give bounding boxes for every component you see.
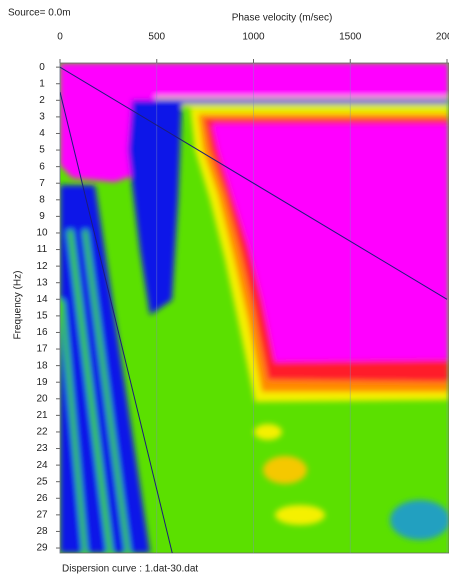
y-tick-label: 12 [36, 261, 48, 272]
y-axis-title: Frequency (Hz) [13, 271, 24, 340]
y-tick-label: 19 [36, 377, 48, 388]
y-tick-label: 4 [39, 128, 45, 139]
y-tick-label: 20 [36, 393, 48, 404]
y-tick-label: 9 [39, 211, 45, 222]
y-tick-label: 1 [39, 78, 45, 89]
x-tick-label: 500 [148, 32, 165, 43]
x-axis-title: Phase velocity (m/sec) [232, 13, 333, 24]
y-tick-label: 21 [36, 410, 48, 421]
y-tick-label: 3 [39, 112, 45, 123]
dispersion-field [60, 63, 449, 553]
y-tick-label: 29 [36, 543, 48, 554]
y-tick-label: 7 [39, 178, 45, 189]
y-tick-label: 16 [36, 327, 48, 338]
y-tick-label: 10 [36, 228, 48, 239]
velocity-line [60, 91, 173, 553]
overlay: 0500100015002000012345678910111213141516… [36, 32, 449, 554]
y-tick-label: 23 [36, 443, 48, 454]
y-tick-label: 17 [36, 344, 48, 355]
y-tick-label: 27 [36, 510, 48, 521]
x-tick-label: 2000 [436, 32, 449, 43]
velocity-line [60, 66, 448, 300]
y-tick-label: 28 [36, 526, 48, 537]
source-label: Source= 0.0m [8, 8, 71, 19]
y-tick-label: 0 [39, 62, 45, 73]
y-tick-label: 18 [36, 360, 48, 371]
y-tick-label: 24 [36, 460, 48, 471]
y-tick-label: 2 [39, 95, 45, 106]
footer: Dispersion curve : 1.dat-30.dat [62, 564, 198, 575]
y-tick-label: 11 [37, 244, 48, 255]
y-tick-label: 25 [36, 476, 48, 487]
y-tick-label: 13 [36, 277, 48, 288]
x-tick-label: 0 [57, 32, 63, 43]
y-tick-label: 14 [36, 294, 48, 305]
x-tick-label: 1500 [339, 32, 362, 43]
y-tick-label: 15 [36, 311, 48, 322]
y-tick-label: 26 [36, 493, 48, 504]
y-tick-label: 5 [39, 145, 45, 156]
y-tick-label: 22 [36, 427, 48, 438]
y-tick-label: 6 [39, 161, 45, 172]
x-tick-label: 1000 [242, 32, 265, 43]
y-tick-label: 8 [39, 194, 45, 205]
